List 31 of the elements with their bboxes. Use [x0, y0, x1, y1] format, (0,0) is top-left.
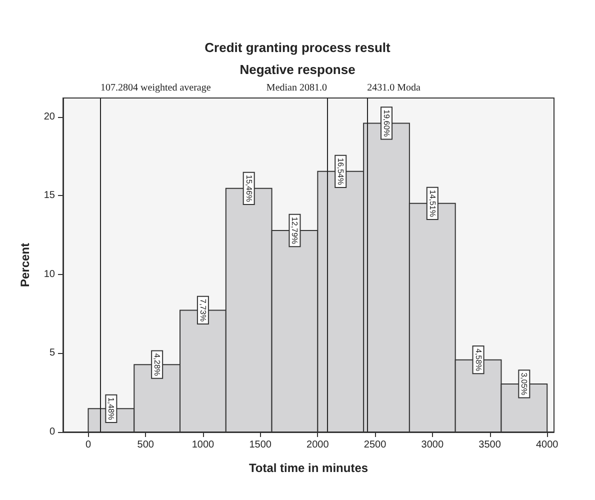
x-axis-title: Total time in minutes: [248, 461, 368, 475]
data-label: 4,28%: [152, 353, 162, 376]
x-tick-label: 3500: [478, 440, 502, 450]
y-tick-label: 10: [44, 268, 56, 280]
y-tick-label: 15: [44, 190, 56, 202]
data-label: 12,79%: [290, 216, 300, 244]
data-label: 14,51%: [428, 190, 437, 217]
x-tick-label: 0: [85, 440, 92, 450]
y-tick-label: 0: [49, 426, 56, 438]
data-label: 16,54%: [336, 158, 346, 185]
x-tick-label: 3000: [421, 440, 444, 450]
x-tick-label: 500: [137, 440, 154, 450]
x-tick-label: 1000: [192, 440, 215, 450]
data-label: 7,73%: [198, 298, 208, 322]
data-label: 3,05%: [520, 372, 529, 396]
x-tick-label: 2000: [306, 440, 330, 450]
chart-title: Credit granting process result: [204, 40, 391, 55]
ref-line-label: Median 2081.0: [266, 82, 327, 94]
data-label: 15,46%: [244, 174, 254, 202]
data-label: 4,58%: [474, 348, 483, 372]
y-tick-label: 5: [49, 348, 56, 359]
ref-line-label: 2431.0 Moda: [367, 82, 422, 94]
y-tick-label: 20: [44, 111, 56, 122]
data-label: 19,60%: [382, 110, 392, 137]
ref-line-label: 107.2804 weighted average: [100, 82, 212, 94]
x-tick-label: 2500: [364, 440, 387, 450]
data-label: 1,48%: [106, 397, 116, 420]
x-tick-label: 1500: [249, 440, 272, 450]
y-axis-title: Percent: [18, 242, 32, 288]
chart-subtitle: Negative response: [240, 62, 356, 77]
x-tick-label: 4000: [536, 440, 559, 450]
